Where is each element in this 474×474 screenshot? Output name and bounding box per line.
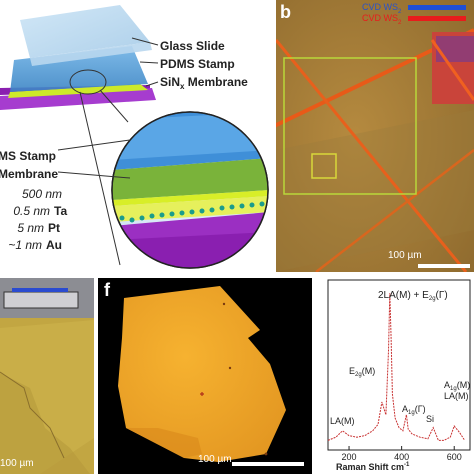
layer-1-thickness: 0.5 nm (13, 204, 50, 218)
panel-b-scalebar-text: 100 µm (388, 250, 422, 261)
zoom-stamp-label: MS Stamp (0, 149, 56, 163)
panel-g: 200 400 600 2LA(M) + E2g(Γ) E2g(M) A1g(Γ) … (316, 278, 474, 474)
x-tick-label-2: 600 (447, 452, 462, 462)
panel-f: f 100 µm (98, 278, 312, 474)
panel-e-image (0, 278, 94, 474)
flake-stripe-2 (276, 39, 468, 272)
roi-box-small (311, 153, 337, 179)
panel-b: b CVD WS2 CVD WS2 100 µm (276, 0, 474, 272)
legend-swatch-blue (408, 5, 466, 10)
panel-b-scalebar (418, 264, 470, 268)
panel-f-scalebar (232, 462, 304, 466)
raman-spectrum-chart: 200 400 600 2LA(M) + E2g(Γ) E2g(M) A1g(Γ) … (327, 279, 471, 472)
layer-0-thickness: 500 nm (22, 187, 62, 201)
layer-2-material: Pt (48, 221, 60, 235)
panel-f-scalebar-text: 100 µm (198, 454, 232, 465)
peak-label-a1g-gamma: A1g(Γ) (402, 404, 426, 416)
layer-list: 500 nm 0.5 nm Ta 5 nm Pt ~1 nm Au (8, 187, 67, 252)
layer-3-material: Au (46, 238, 62, 252)
glass-slide-label: Glass Slide (160, 39, 225, 53)
legend-entry-red: CVD WS2 (348, 13, 474, 26)
legend-swatch-red (408, 16, 466, 21)
plot-frame (327, 279, 471, 451)
panel-e-inset-layer (12, 288, 68, 292)
pdms-stamp-label: PDMS Stamp (160, 57, 235, 71)
legend-label-red: CVD WS2 (362, 13, 402, 26)
x-axis-label: Raman Shift cm-1 (336, 462, 410, 472)
zoom-membrane-label: Membrane (0, 167, 58, 181)
panel-a: Glass Slide PDMS Stamp SiNx Membrane (0, 0, 272, 272)
peak-label-2la: 2LA(M) + E2g(Γ) (378, 290, 448, 302)
flake-map (118, 286, 286, 462)
raman-series-line (327, 293, 466, 441)
panel-b-legend: CVD WS2 CVD WS2 (348, 2, 474, 26)
device-stack (0, 5, 156, 110)
x-tick-label-1: 400 (394, 452, 409, 462)
panel-b-letter: b (280, 2, 291, 22)
peak-label-la-m-right: LA(M) (444, 391, 469, 401)
zoom-circle-small (69, 69, 107, 95)
panel-a-schematic: Glass Slide PDMS Stamp SiNx Membrane (0, 5, 269, 269)
panel-f-letter: f (104, 280, 110, 300)
peak-label-e2g-m: E2g(M) (349, 366, 375, 378)
zoom-detail (111, 111, 269, 269)
peak-label-la-m-left: LA(M) (330, 416, 355, 426)
roi-box-large (283, 57, 417, 195)
layer-3-thickness: ~1 nm (8, 238, 42, 252)
sinx-membrane-label: SiNx Membrane (160, 75, 248, 91)
panel-e-scalebar-text: 100 µm (0, 458, 34, 469)
legend-label-blue: CVD WS2 (362, 2, 402, 15)
panel-f-image (98, 278, 312, 474)
metal-layer (8, 84, 148, 98)
panel-e: 100 µm (0, 278, 94, 474)
panel-b-image (276, 0, 474, 272)
glass-slide-shape (20, 5, 150, 58)
peak-label-a1g-m: A1g(M) (444, 380, 470, 392)
x-tick-label-0: 200 (342, 452, 357, 462)
layer-2-thickness: 5 nm (17, 221, 44, 235)
peak-label-si: Si (426, 414, 434, 424)
membrane-zoom (112, 158, 268, 200)
legend-entry-blue: CVD WS2 (348, 2, 474, 15)
layer-1-material: Ta (54, 204, 67, 218)
